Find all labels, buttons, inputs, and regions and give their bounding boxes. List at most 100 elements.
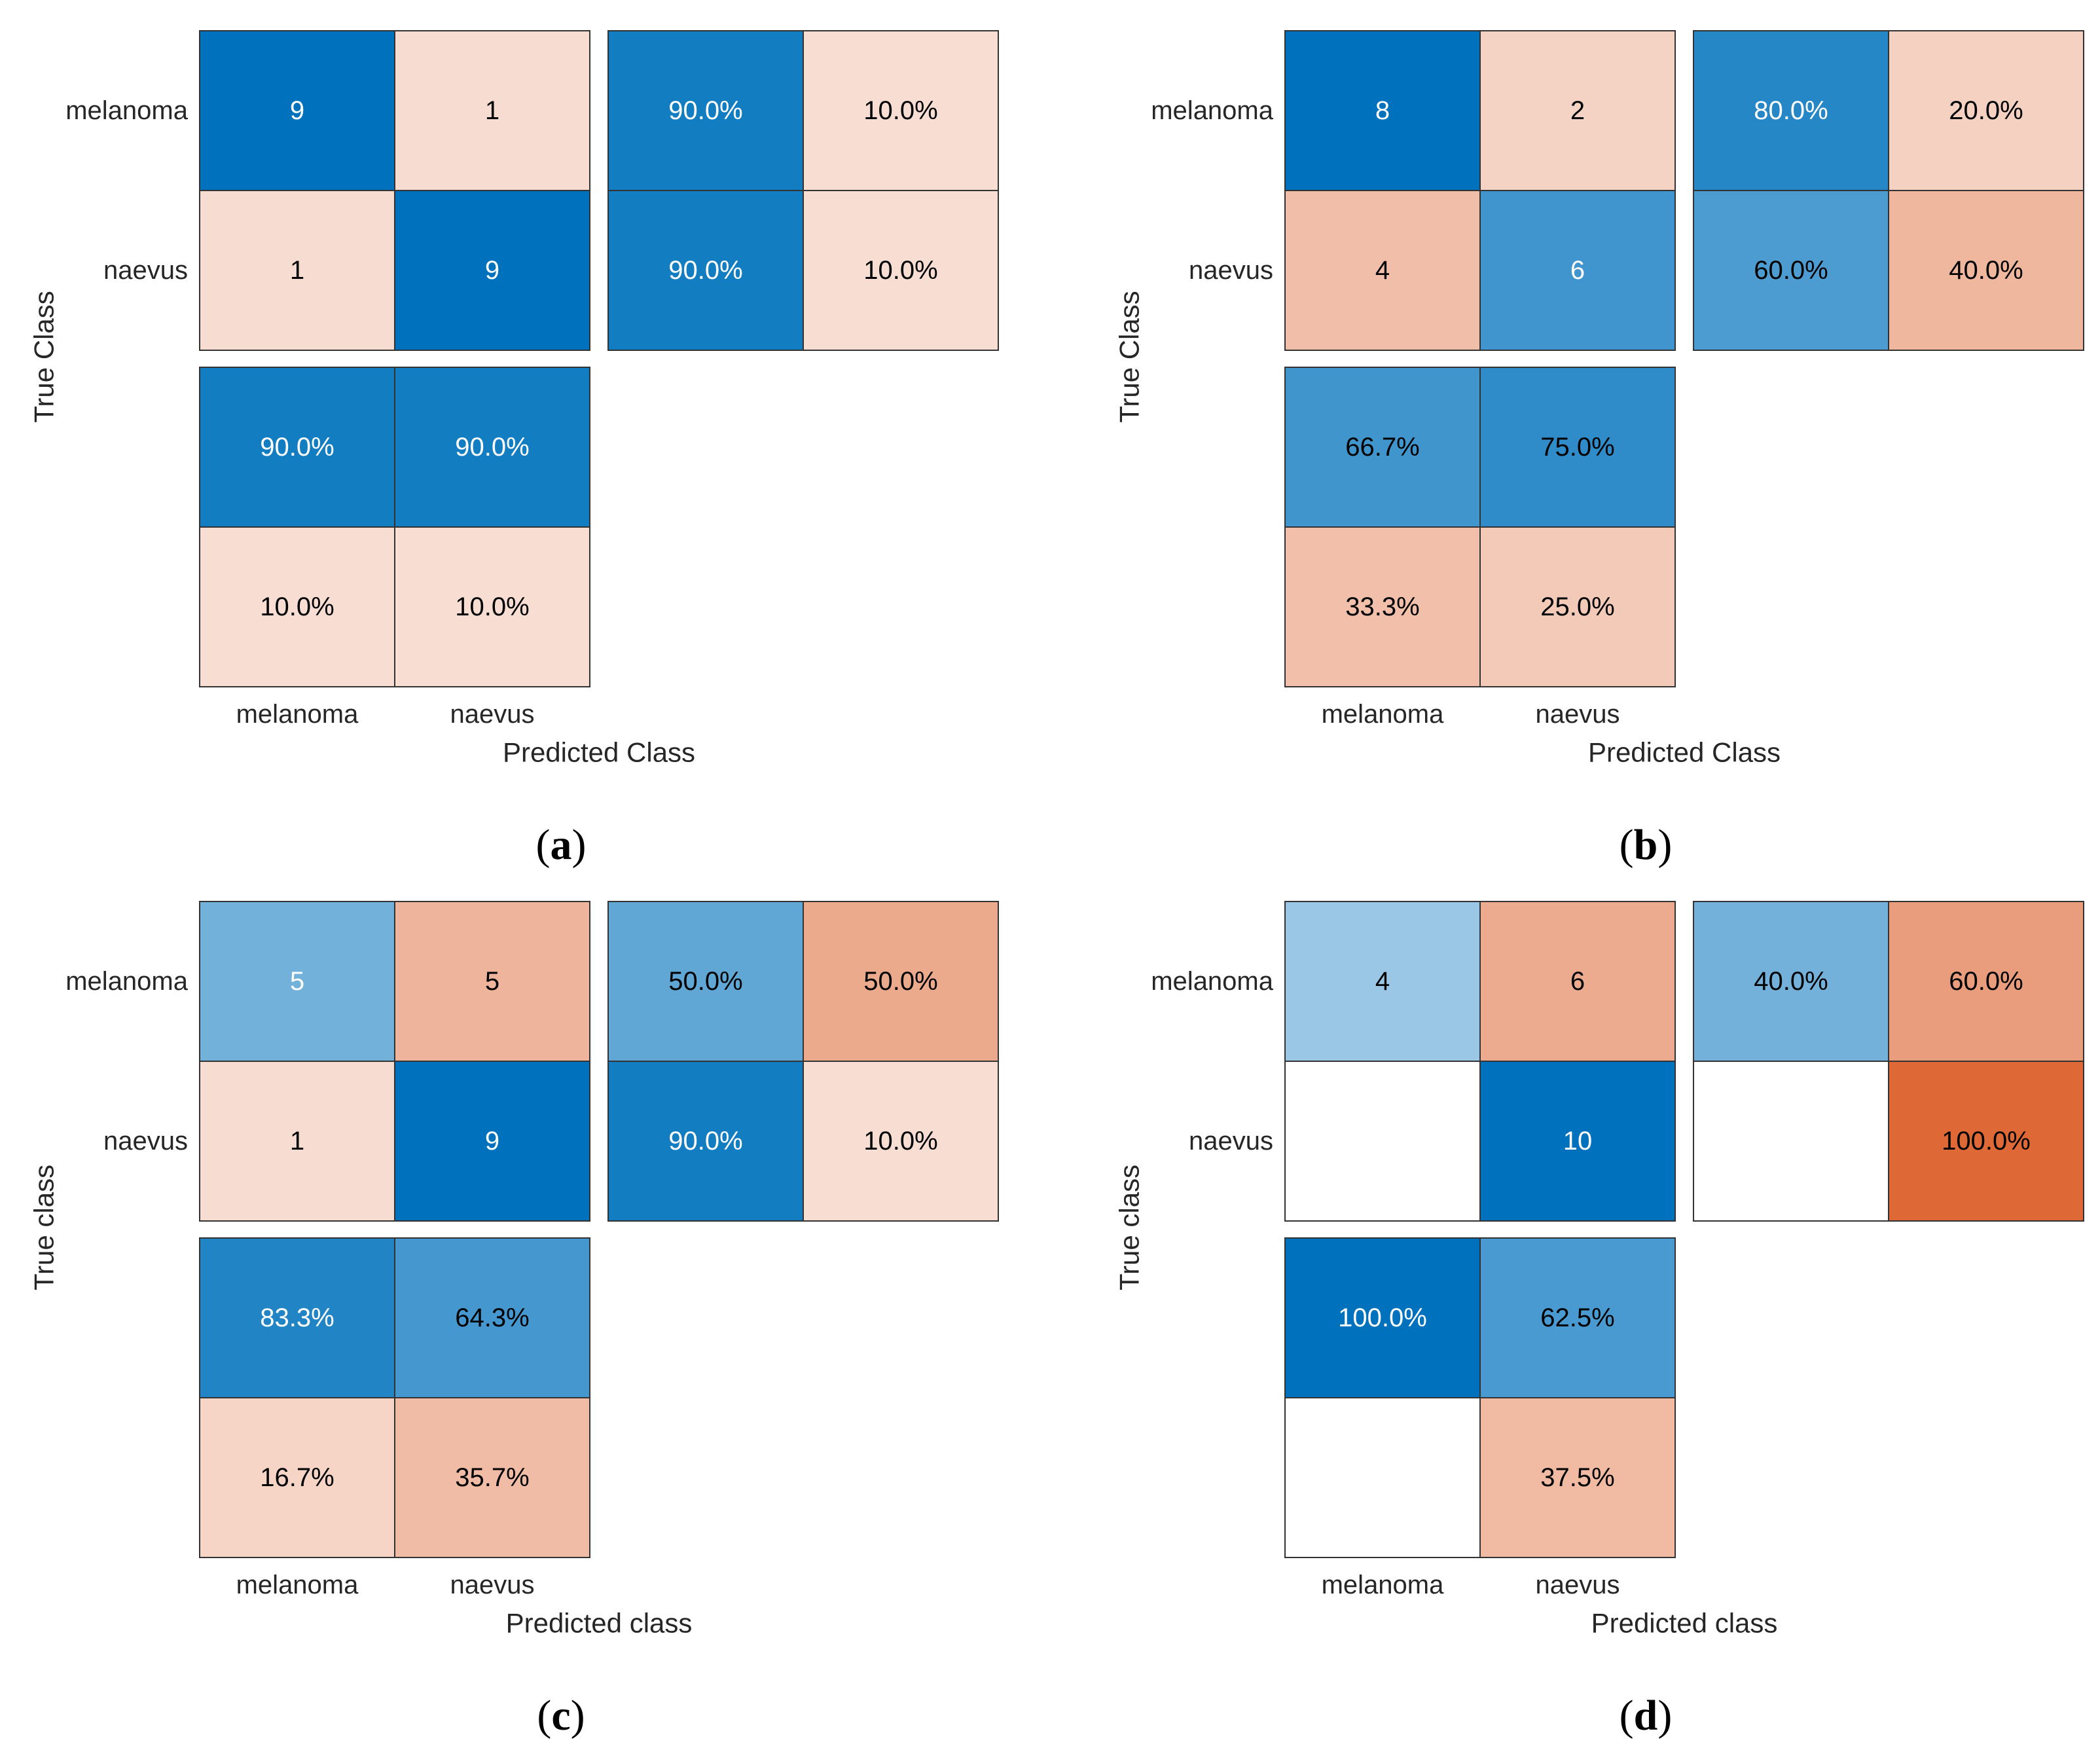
- row-summary-value: 10.0%: [863, 256, 937, 285]
- row-summary-cell: [607, 901, 804, 1062]
- y-tick-label: melanoma: [65, 967, 189, 996]
- column-summary-value: 35.7%: [455, 1463, 529, 1492]
- count-value: 1: [290, 256, 304, 285]
- count-value: 10: [1563, 1127, 1593, 1156]
- column-summary-cell: [1479, 1397, 1676, 1558]
- row-summary-cell: [607, 30, 804, 191]
- row-summary-cell: [1693, 1061, 1889, 1222]
- y-tick-label: naevus: [1189, 1127, 1273, 1156]
- count-value: 6: [1570, 256, 1585, 285]
- x-axis-label: Predicted Class: [1588, 737, 1781, 768]
- count-cell: [1284, 1061, 1481, 1222]
- row-summary-value: 60.0%: [1754, 256, 1828, 285]
- row-summary-value: 50.0%: [863, 967, 937, 996]
- column-summary-value: 62.5%: [1540, 1303, 1614, 1332]
- row-summary-cell: [1888, 30, 2084, 191]
- x-tick-label: melanoma: [1322, 1571, 1445, 1599]
- row-summary-value: 10.0%: [863, 96, 937, 125]
- count-value: 1: [485, 96, 499, 125]
- count-value: 5: [485, 967, 499, 996]
- column-summary-cell: [1479, 526, 1676, 687]
- row-summary-value: 90.0%: [668, 96, 742, 125]
- count-value: 1: [290, 1127, 304, 1156]
- count-value: 2: [1570, 96, 1585, 125]
- row-summary-cell: [1693, 190, 1889, 351]
- row-summary-value: 40.0%: [1949, 256, 2023, 285]
- count-value: 6: [1570, 967, 1585, 996]
- count-cell: [394, 901, 590, 1062]
- row-summary-cell: [1888, 1061, 2084, 1222]
- count-cell: [199, 1061, 395, 1222]
- row-summary-value: 80.0%: [1754, 96, 1828, 125]
- column-summary-value: 64.3%: [455, 1303, 529, 1332]
- y-tick-label: melanoma: [65, 96, 189, 125]
- column-summary-cell: [1284, 1397, 1481, 1558]
- count-value: 9: [485, 256, 499, 285]
- column-summary-value: 100.0%: [1338, 1303, 1427, 1332]
- column-summary-value: 75.0%: [1540, 433, 1614, 462]
- column-summary-cell: [394, 526, 590, 687]
- count-cell: [1284, 30, 1481, 191]
- count-cell: [1284, 901, 1481, 1062]
- x-axis-label: Predicted class: [1591, 1608, 1778, 1639]
- count-cell: [1479, 190, 1676, 351]
- column-summary-cell: [1284, 526, 1481, 687]
- column-summary-value: 33.3%: [1345, 592, 1419, 621]
- column-summary-value: 10.0%: [260, 592, 334, 621]
- x-axis-label: Predicted class: [506, 1608, 693, 1639]
- count-cell: [394, 30, 590, 191]
- column-summary-value: 25.0%: [1540, 592, 1614, 621]
- count-cell: [199, 30, 395, 191]
- count-cell: [394, 1061, 590, 1222]
- confusion-matrix-panel-c: 5 5 1 9 50.0% 50.0% 90.0% 10.0% 83.3% 64.3% 16.7% 3…: [29, 901, 999, 1739]
- column-summary-cell: [1284, 1237, 1481, 1398]
- count-value: 9: [290, 96, 304, 125]
- column-summary-cell: [394, 1397, 590, 1558]
- row-summary-cell: [1693, 901, 1889, 1062]
- count-cell: [199, 190, 395, 351]
- count-value: 8: [1375, 96, 1390, 125]
- row-summary-cell: [803, 1061, 999, 1222]
- row-summary-value: 100.0%: [1942, 1127, 2031, 1156]
- column-summary-value: 83.3%: [260, 1303, 334, 1332]
- panel-caption: (d): [1620, 1692, 1673, 1739]
- x-tick-label: melanoma: [1322, 700, 1445, 729]
- column-summary-cell: [199, 1397, 395, 1558]
- row-summary-value: 20.0%: [1949, 96, 2023, 125]
- row-summary-value: 50.0%: [668, 967, 742, 996]
- count-value: 5: [290, 967, 304, 996]
- x-tick-label: naevus: [450, 700, 535, 729]
- row-summary-value: 90.0%: [668, 256, 742, 285]
- y-tick-label: melanoma: [1151, 967, 1274, 996]
- y-axis-label: True Class: [29, 291, 60, 423]
- column-summary-value: 90.0%: [260, 433, 334, 462]
- confusion-matrix-panel-d: 4 6 10 40.0% 60.0% 100.0% 100.0% 62.5% 37.5% mela…: [1114, 901, 2084, 1739]
- row-summary-cell: [607, 190, 804, 351]
- y-axis-label: True class: [1114, 1165, 1145, 1290]
- row-summary-cell: [803, 901, 999, 1062]
- column-summary-value: 16.7%: [260, 1463, 334, 1492]
- x-tick-label: melanoma: [236, 700, 359, 729]
- x-tick-label: naevus: [450, 1571, 535, 1599]
- row-summary-value: 60.0%: [1949, 967, 2023, 996]
- column-summary-cell: [1284, 367, 1481, 528]
- column-summary-value: 66.7%: [1345, 433, 1419, 462]
- column-summary-value: 10.0%: [455, 592, 529, 621]
- row-summary-value: 40.0%: [1754, 967, 1828, 996]
- column-summary-cell: [394, 367, 590, 528]
- count-cell: [1284, 190, 1481, 351]
- column-summary-value: 90.0%: [455, 433, 529, 462]
- x-tick-label: naevus: [1536, 700, 1620, 729]
- panel-caption: (c): [537, 1692, 585, 1739]
- count-cell: [1479, 901, 1676, 1062]
- y-tick-label: melanoma: [1151, 96, 1274, 125]
- column-summary-cell: [1479, 1237, 1676, 1398]
- y-axis-label: True class: [29, 1165, 60, 1290]
- confusion-matrix-panel-a: 9 1 1 9 90.0% 10.0% 90.0% 10.0% 90.0% 90.0% 10.0% 1…: [29, 30, 999, 869]
- count-cell: [199, 901, 395, 1062]
- count-cell: [394, 190, 590, 351]
- count-cell: [1479, 30, 1676, 191]
- count-value: 4: [1375, 256, 1390, 285]
- row-summary-cell: [1693, 30, 1889, 191]
